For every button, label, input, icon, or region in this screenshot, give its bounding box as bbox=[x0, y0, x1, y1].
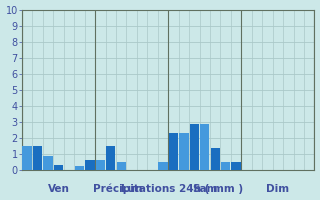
Bar bbox=[75, 166, 84, 170]
Bar bbox=[221, 162, 230, 170]
Text: Lun: Lun bbox=[121, 184, 142, 194]
Text: Dim: Dim bbox=[266, 184, 290, 194]
Bar bbox=[106, 146, 116, 170]
Bar bbox=[54, 165, 63, 170]
Bar bbox=[85, 160, 95, 170]
Bar bbox=[96, 160, 105, 170]
Bar bbox=[33, 146, 42, 170]
Bar bbox=[44, 156, 53, 170]
Bar bbox=[231, 162, 241, 170]
Bar bbox=[200, 124, 210, 170]
Bar bbox=[169, 133, 178, 170]
Bar bbox=[116, 162, 126, 170]
Text: Sam: Sam bbox=[192, 184, 218, 194]
Bar bbox=[22, 146, 32, 170]
Bar bbox=[179, 133, 188, 170]
X-axis label: Précipitations 24h ( mm ): Précipitations 24h ( mm ) bbox=[93, 184, 243, 194]
Text: Ven: Ven bbox=[48, 184, 69, 194]
Bar bbox=[158, 162, 168, 170]
Bar bbox=[211, 148, 220, 170]
Bar bbox=[190, 124, 199, 170]
